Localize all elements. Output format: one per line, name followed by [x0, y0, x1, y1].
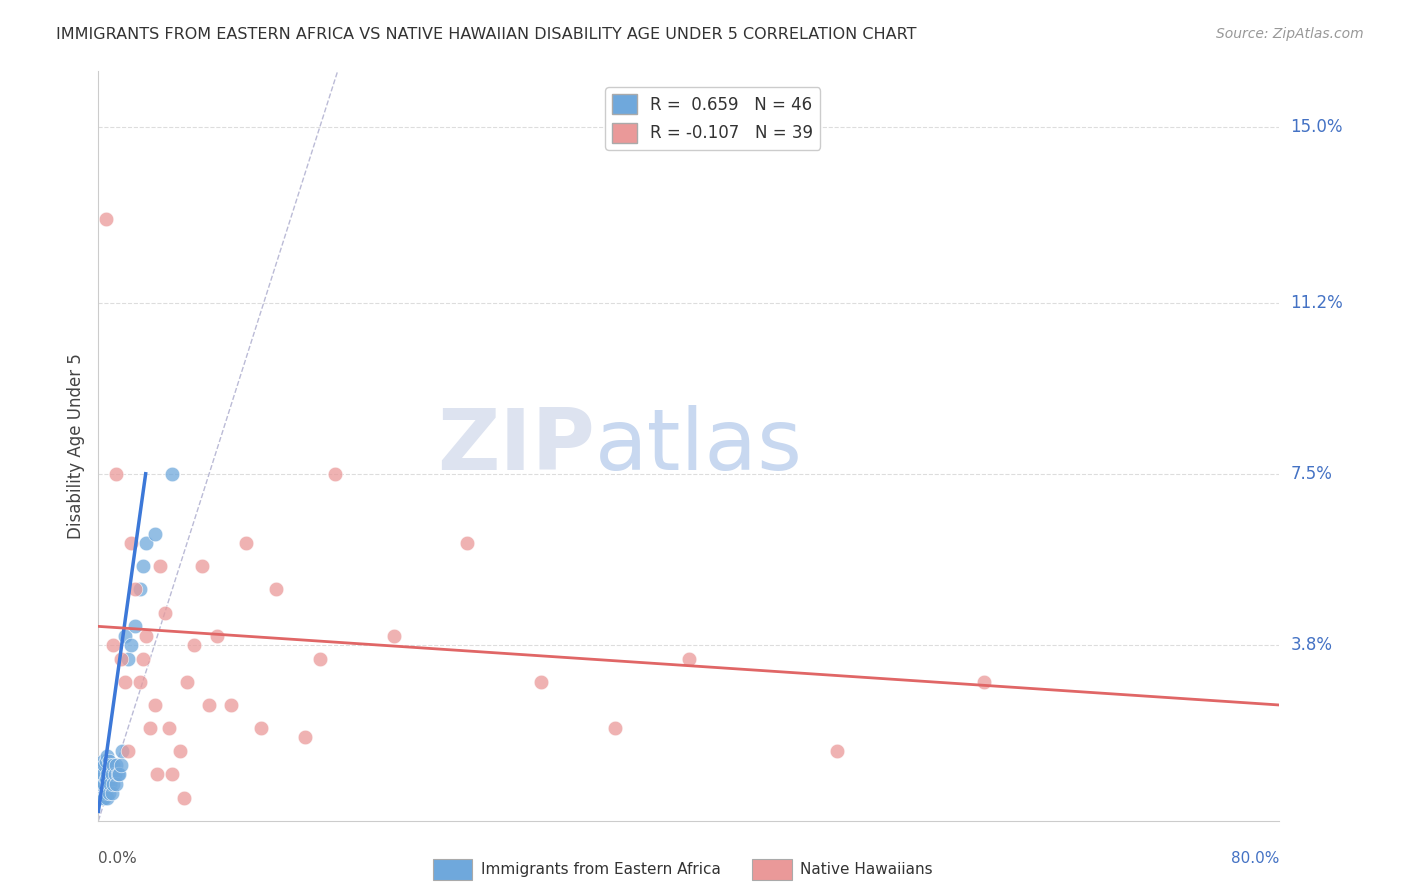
Point	[135, 536, 157, 550]
Text: atlas: atlas	[595, 404, 803, 488]
Point	[191, 559, 214, 574]
Point	[176, 674, 198, 689]
Point	[153, 606, 176, 620]
Point	[183, 638, 205, 652]
Point	[93, 790, 115, 805]
Text: 7.5%: 7.5%	[1291, 465, 1333, 483]
Point	[94, 212, 117, 227]
Point	[173, 790, 195, 805]
Point	[309, 652, 332, 666]
Text: 0.0%: 0.0%	[98, 851, 138, 866]
Point	[128, 582, 150, 597]
Point	[124, 619, 146, 633]
Point	[98, 758, 121, 772]
Text: 11.2%: 11.2%	[1291, 293, 1343, 311]
Point	[89, 777, 111, 791]
Point	[94, 772, 117, 786]
Point	[139, 721, 162, 735]
Point	[110, 652, 132, 666]
Point	[100, 767, 122, 781]
Point	[105, 467, 128, 481]
Point	[111, 744, 134, 758]
Point	[264, 582, 287, 597]
Point	[135, 629, 157, 643]
Point	[117, 744, 139, 758]
Text: 3.8%: 3.8%	[1291, 636, 1333, 654]
Text: ZIP: ZIP	[437, 404, 595, 488]
Point	[94, 754, 117, 768]
Point	[294, 731, 316, 745]
Point	[250, 721, 273, 735]
Point	[97, 772, 120, 786]
Point	[103, 777, 125, 791]
Point	[114, 674, 136, 689]
Point	[235, 536, 257, 550]
Point	[530, 674, 553, 689]
Point	[93, 777, 115, 791]
Point	[162, 767, 183, 781]
Point	[103, 638, 125, 652]
Point	[143, 527, 166, 541]
Point	[110, 758, 132, 772]
Point	[146, 767, 169, 781]
Legend: R =  0.659   N = 46, R = -0.107   N = 39: R = 0.659 N = 46, R = -0.107 N = 39	[605, 87, 820, 150]
Point	[198, 698, 221, 712]
Point	[90, 790, 112, 805]
Point	[97, 786, 120, 800]
Point	[103, 758, 125, 772]
Point	[143, 698, 166, 712]
Point	[128, 674, 150, 689]
Point	[104, 767, 127, 781]
Point	[105, 758, 128, 772]
Text: 80.0%: 80.0%	[1232, 851, 1279, 866]
Point	[93, 758, 115, 772]
Point	[120, 536, 142, 550]
Text: Source: ZipAtlas.com: Source: ZipAtlas.com	[1216, 27, 1364, 41]
Point	[678, 652, 700, 666]
Point	[457, 536, 479, 550]
Point	[132, 652, 155, 666]
Point	[973, 674, 995, 689]
Point	[94, 786, 117, 800]
Y-axis label: Disability Age Under 5: Disability Age Under 5	[66, 353, 84, 539]
Point	[96, 748, 118, 763]
Point	[89, 790, 111, 805]
Point	[97, 754, 120, 768]
Point	[221, 698, 243, 712]
Point	[91, 777, 114, 791]
Point	[605, 721, 627, 735]
Point	[91, 790, 114, 805]
Point	[91, 754, 114, 768]
Point	[323, 467, 346, 481]
Point	[114, 629, 136, 643]
Point	[108, 767, 131, 781]
Point	[132, 559, 155, 574]
Point	[162, 467, 183, 481]
Point	[90, 758, 112, 772]
Point	[89, 767, 111, 781]
Point	[96, 767, 118, 781]
Point	[157, 721, 180, 735]
Point	[91, 767, 114, 781]
Point	[90, 777, 112, 791]
Point	[382, 629, 405, 643]
Point	[96, 777, 118, 791]
Point	[825, 744, 848, 758]
Text: 15.0%: 15.0%	[1291, 118, 1343, 136]
Point	[169, 744, 191, 758]
Point	[96, 790, 118, 805]
Text: Native Hawaiians: Native Hawaiians	[800, 863, 932, 877]
Point	[105, 777, 128, 791]
Point	[124, 582, 146, 597]
Point	[117, 652, 139, 666]
Point	[90, 767, 112, 781]
Point	[100, 786, 122, 800]
Text: Immigrants from Eastern Africa: Immigrants from Eastern Africa	[481, 863, 721, 877]
Point	[205, 629, 228, 643]
Point	[149, 559, 172, 574]
Text: IMMIGRANTS FROM EASTERN AFRICA VS NATIVE HAWAIIAN DISABILITY AGE UNDER 5 CORRELA: IMMIGRANTS FROM EASTERN AFRICA VS NATIVE…	[56, 27, 917, 42]
Point	[107, 767, 129, 781]
Point	[98, 777, 121, 791]
Point	[120, 638, 142, 652]
